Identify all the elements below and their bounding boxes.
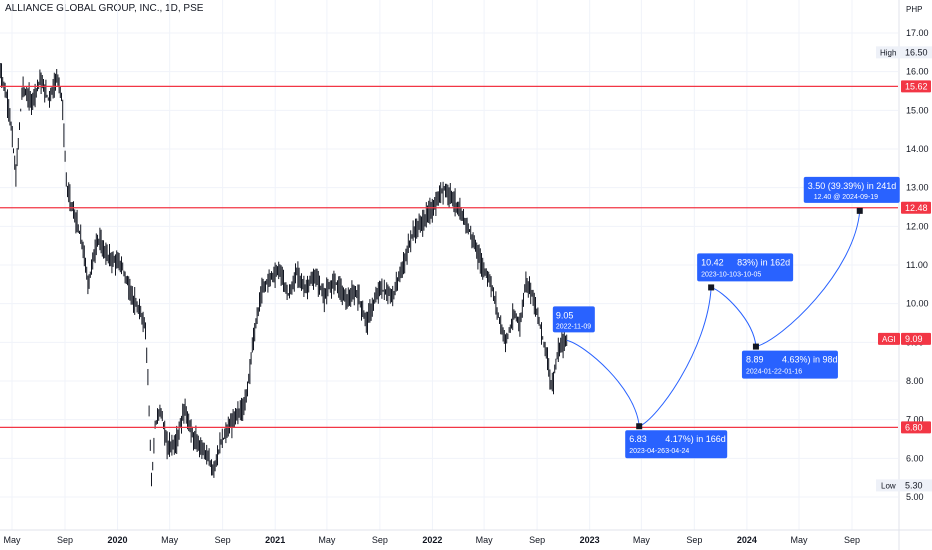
projection-price: 9.05 bbox=[556, 310, 574, 320]
x-tick-label: May bbox=[318, 535, 336, 545]
low-value: 5.30 bbox=[905, 480, 923, 490]
projection-change: 4.63%) in 98d bbox=[782, 355, 838, 365]
x-tick-label: Sep bbox=[57, 535, 73, 545]
projection-price: 10.42 bbox=[701, 257, 724, 267]
y-tick-label: 17.00 bbox=[906, 28, 929, 38]
projection-point bbox=[636, 423, 643, 430]
y-tick-label: 13.00 bbox=[906, 183, 929, 193]
projection-point bbox=[752, 343, 759, 350]
x-tick-label: Sep bbox=[372, 535, 388, 545]
y-tick-label: 14.00 bbox=[906, 144, 929, 154]
x-tick-label: Sep bbox=[686, 535, 702, 545]
projection-date: 12.40 @ 2024-09-19 bbox=[814, 194, 878, 201]
last-price-badge bbox=[901, 332, 931, 345]
level-badge bbox=[901, 421, 931, 434]
x-tick-label: May bbox=[633, 535, 651, 545]
y-tick-label: 6.00 bbox=[906, 453, 924, 463]
projection-point bbox=[856, 207, 863, 214]
x-tick-label: May bbox=[476, 535, 494, 545]
x-tick-label: Sep bbox=[844, 535, 860, 545]
x-tick-label: Sep bbox=[529, 535, 545, 545]
projection-curve bbox=[566, 339, 640, 427]
y-tick-label: 15.00 bbox=[906, 105, 929, 115]
last-symbol: AGI bbox=[882, 335, 896, 344]
projection-curve bbox=[710, 286, 757, 347]
projection-price: 8.89 bbox=[746, 355, 764, 365]
projection-date-partial: 3-10-05 bbox=[737, 271, 761, 278]
low-badge bbox=[876, 479, 932, 492]
level-value: 12.48 bbox=[905, 203, 928, 213]
projection-date: 2022-11-09 bbox=[556, 323, 591, 330]
projection-change: 4.17%) in 166d bbox=[665, 434, 726, 444]
low-label: Low bbox=[881, 481, 896, 490]
projection-box bbox=[741, 350, 838, 379]
level-value: 6.80 bbox=[905, 422, 923, 432]
projection-box bbox=[625, 430, 728, 459]
x-tick-label: May bbox=[3, 535, 21, 545]
x-tick-label: May bbox=[791, 535, 809, 545]
projection: 9.05 2022-11-09 6.83 4.17%) in 166d2023-04-… bbox=[552, 176, 900, 459]
currency-label: PHP bbox=[906, 5, 922, 14]
level-badge bbox=[901, 80, 931, 93]
projection-box-start bbox=[552, 306, 595, 333]
chart-title: ALLIANCE GLOBAL GROUP, INC., 1D, PSE bbox=[5, 3, 204, 14]
x-tick-label: 2024 bbox=[737, 535, 757, 545]
projection-curve bbox=[639, 287, 712, 427]
y-tick-label: 11.00 bbox=[906, 260, 928, 270]
y-tick-label: 10.00 bbox=[906, 299, 929, 309]
y-tick-label: 7.00 bbox=[906, 415, 924, 425]
x-tick-label: 2021 bbox=[265, 535, 285, 545]
y-tick-label: 12.00 bbox=[906, 221, 929, 231]
projection-change: 3.50 (39.39%) in 241d bbox=[808, 181, 897, 191]
projection-point bbox=[708, 284, 715, 291]
last-price-value: 9.09 bbox=[905, 334, 923, 344]
y-tick-label: 5.00 bbox=[906, 492, 924, 502]
x-tick-label: Sep bbox=[215, 535, 231, 545]
y-tick-label: 8.00 bbox=[906, 376, 924, 386]
x-tick-label: 2023 bbox=[580, 535, 600, 545]
high-value: 16.50 bbox=[905, 47, 928, 57]
projection-date: 2023-10-10 bbox=[701, 271, 737, 278]
high-label: High bbox=[880, 48, 896, 57]
x-tick-label: 2020 bbox=[108, 535, 128, 545]
price-candles bbox=[0, 63, 568, 487]
projection-curve bbox=[755, 210, 861, 348]
projection-date: 2024-01-22 bbox=[746, 369, 782, 376]
projection-date-partial: -01-16 bbox=[782, 369, 802, 376]
projection-date-partial: 3-04-24 bbox=[665, 448, 689, 455]
y-axis: 5.006.007.008.009.0010.0011.0012.0013.00… bbox=[906, 5, 929, 502]
projection-price: 6.83 bbox=[629, 434, 647, 444]
projection-box bbox=[697, 253, 794, 282]
projection-box-end bbox=[803, 176, 900, 203]
x-tick-label: 2022 bbox=[422, 535, 442, 545]
y-tick-label: 16.00 bbox=[906, 67, 929, 77]
last-symbol-badge bbox=[878, 332, 900, 345]
level-value: 15.62 bbox=[905, 81, 928, 91]
level-badge bbox=[901, 201, 931, 214]
x-axis: May Sep 2020 May Sep 2021 May Sep 2022 May Sep 2023… bbox=[3, 535, 860, 545]
projection-change: 83%) in 162d bbox=[737, 257, 790, 267]
high-badge bbox=[876, 46, 932, 59]
x-tick-label: May bbox=[161, 535, 179, 545]
projection-date: 2023-04-26 bbox=[629, 448, 665, 455]
